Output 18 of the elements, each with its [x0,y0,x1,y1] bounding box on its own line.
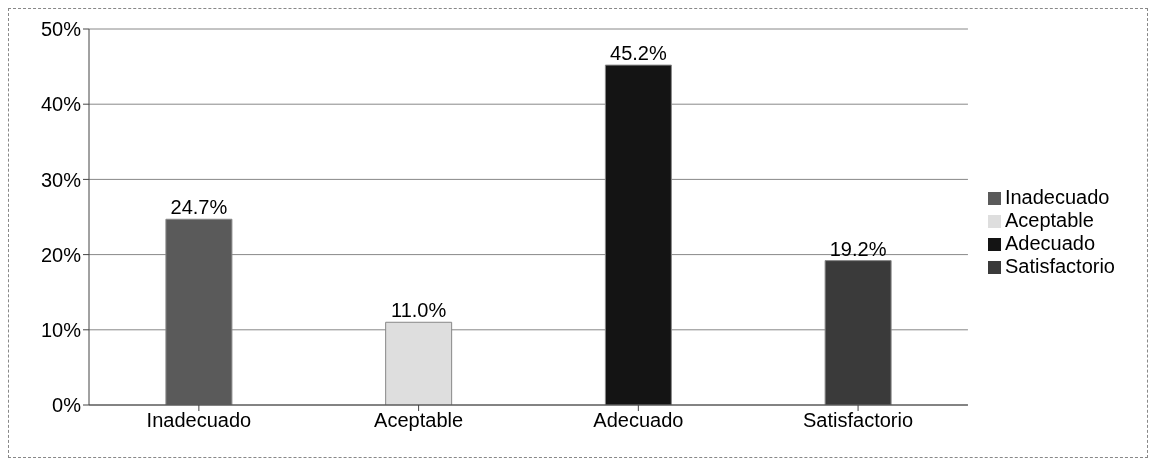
y-tick-label: 20% [40,243,82,266]
data-label: 11.0% [391,299,447,322]
data-label: 24.7% [170,196,228,219]
data-label: 45.2% [610,42,667,65]
y-tick-label: 0% [52,394,82,417]
legend-label: Adecuado [1004,232,1096,254]
legend-label: Inadecuado [1004,186,1110,208]
x-tick-label: Satisfactorio [803,409,914,432]
y-tick-label: 40% [40,93,82,116]
x-tick-label: Adecuado [593,409,684,432]
data-label: 19.2% [829,237,887,260]
legend-label: Aceptable [1004,209,1094,231]
legend-label: Satisfactorio [1004,255,1115,277]
x-tick-label: Inadecuado [146,409,252,432]
y-tick-label: 50% [40,18,82,41]
y-tick-label: 30% [40,168,82,191]
x-tick-label: Aceptable [374,409,464,432]
y-tick-label: 10% [40,318,82,341]
